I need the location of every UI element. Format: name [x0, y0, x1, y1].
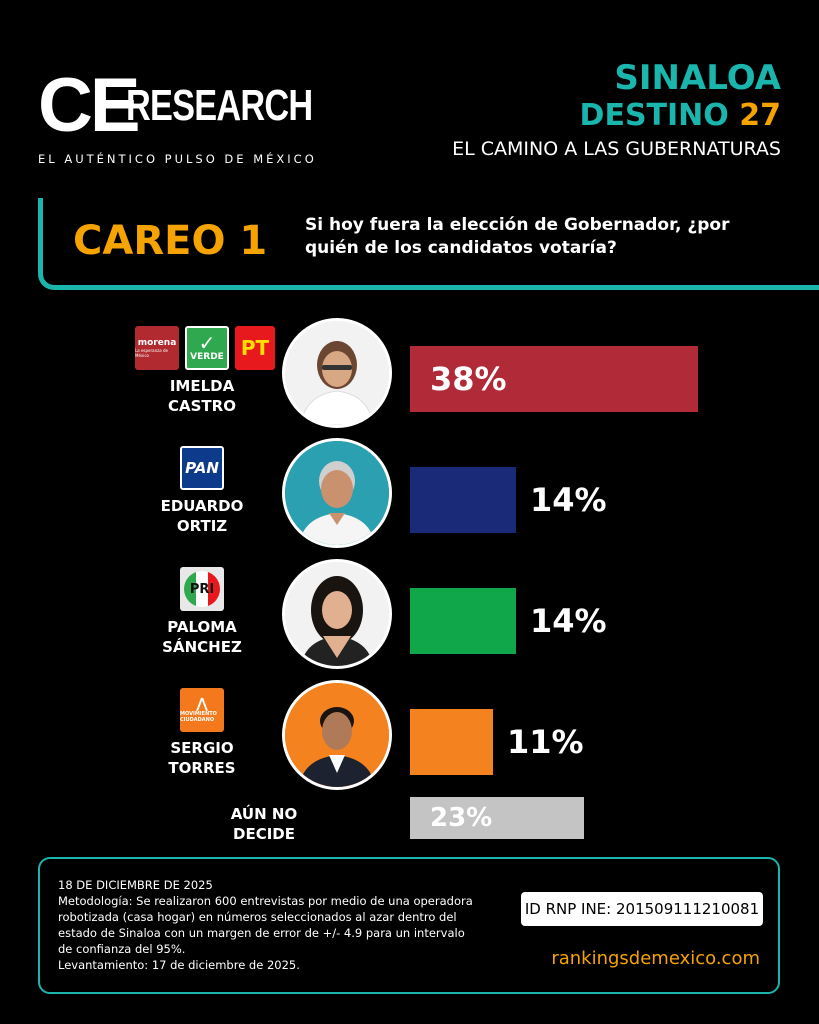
mc-logo-text: MOVIMIENTO CIUDADANO	[180, 711, 217, 723]
rnp-id-badge: ID RNP INE: 201509111210081	[521, 892, 763, 926]
candidate-name: PALOMA SÁNCHEZ	[150, 617, 254, 657]
eagle-icon: ⋀	[196, 696, 208, 712]
morena-logo-small-text: La esperanza de México	[135, 348, 168, 358]
bar-eduardo-ortiz	[410, 467, 516, 533]
logo-research-text: RESEARCH	[126, 81, 313, 130]
methodology-footer: 18 DE DICIEMBRE DE 2025 Metodología: Se …	[38, 857, 780, 994]
candidate-portrait-icon	[285, 683, 389, 787]
careo-label: CAREO 1	[73, 218, 268, 264]
candidate-row-4: ⋀ MOVIMIENTO CIUDADANO SERGIO TORRES	[0, 680, 819, 790]
party-logos-pri: PRI	[180, 567, 224, 611]
candidate-photo	[282, 559, 392, 669]
methodology-description: Metodología: Se realizaron 600 entrevist…	[58, 894, 473, 956]
bar-sergio-torres	[410, 709, 493, 775]
morena-logo: morena La esperanza de México	[135, 326, 179, 370]
pan-logo: PAN	[180, 446, 224, 490]
candidate-name-line1: SERGIO	[170, 739, 234, 757]
pan-logo-text: PAN	[185, 459, 219, 477]
pt-logo: PT	[235, 326, 275, 370]
verde-logo-text: VERDE	[190, 352, 224, 362]
header-subtitle: EL CAMINO A LAS GUBERNATURAS	[452, 138, 781, 160]
logo-ce-text: CE	[38, 63, 141, 148]
candidate-name-line1: IMELDA	[169, 377, 235, 395]
mc-logo: ⋀ MOVIMIENTO CIUDADANO	[180, 688, 224, 732]
header-title-state: SINALOA	[614, 58, 781, 98]
fieldwork-date: Levantamiento: 17 de diciembre de 2025.	[58, 958, 300, 972]
methodology-text: 18 DE DICIEMBRE DE 2025 Metodología: Se …	[58, 877, 478, 973]
candidate-portrait-icon	[285, 441, 389, 545]
candidate-row-2: PAN EDUARDO ORTIZ	[0, 438, 819, 548]
logo-tagline: EL AUTÉNTICO PULSO DE MÉXICO	[38, 152, 317, 166]
pri-logo-text: PRI	[184, 571, 220, 607]
header-titles: SINALOA DESTINO 27 EL CAMINO A LAS GUBER…	[452, 58, 781, 162]
party-logos-pan: PAN	[180, 446, 224, 490]
candidate-photo	[282, 680, 392, 790]
verde-check-icon: ✓	[198, 331, 216, 355]
candidate-photo	[282, 318, 392, 428]
candidate-name-line2: SÁNCHEZ	[162, 638, 242, 656]
party-logos-coalition: morena La esperanza de México ✓ VERDE PT	[135, 326, 275, 370]
candidate-photo	[282, 438, 392, 548]
candidate-portrait-icon	[285, 321, 389, 425]
bar-value-eduardo-ortiz: 14%	[530, 481, 607, 519]
bar-value-undecided: 23%	[430, 803, 493, 833]
undecided-label-line2: DECIDE	[233, 825, 295, 843]
candidate-name-line2: CASTRO	[168, 397, 236, 415]
bar-imelda-castro	[410, 346, 698, 412]
candidate-name-line2: TORRES	[168, 759, 236, 777]
candidate-name-line1: PALOMA	[167, 618, 237, 636]
pri-logo: PRI	[180, 567, 224, 611]
ce-research-logo: CE RESEARCH EL AUTÉNTICO PULSO DE MÉXICO	[38, 68, 318, 168]
candidate-name: IMELDA CASTRO	[150, 376, 254, 416]
bar-value-imelda-castro: 38%	[430, 360, 507, 398]
header-title-destino: DESTINO 27	[452, 98, 781, 134]
bar-undecided	[410, 797, 584, 839]
website-link[interactable]: rankingsdemexico.com	[551, 948, 760, 969]
pt-logo-text: PT	[240, 336, 270, 360]
candidate-name-line2: ORTIZ	[176, 517, 228, 535]
candidate-name-line1: EDUARDO	[160, 497, 244, 515]
bar-paloma-sanchez	[410, 588, 516, 654]
candidate-row-3: PRI PALOMA SÁNCHEZ	[0, 559, 819, 669]
candidate-portrait-icon	[285, 562, 389, 666]
verde-logo: ✓ VERDE	[185, 326, 229, 370]
party-logos-mc: ⋀ MOVIMIENTO CIUDADANO	[180, 688, 224, 732]
bar-value-paloma-sanchez: 14%	[530, 602, 607, 640]
undecided-label-line1: AÚN NO	[230, 805, 298, 823]
candidate-name: SERGIO TORRES	[150, 738, 254, 778]
header-destino-number: 27	[739, 98, 781, 133]
morena-logo-text: morena	[137, 338, 177, 348]
undecided-label: AÚN NO DECIDE	[214, 804, 314, 844]
bar-value-sergio-torres: 11%	[507, 723, 584, 761]
careo-question: Si hoy fuera la elección de Gobernador, …	[305, 215, 730, 258]
careo-banner: CAREO 1 Si hoy fuera la elección de Gobe…	[38, 198, 819, 290]
survey-date: 18 DE DICIEMBRE DE 2025	[58, 878, 213, 892]
candidate-name: EDUARDO ORTIZ	[150, 496, 254, 536]
header-destino-text: DESTINO	[579, 98, 729, 133]
candidate-row-1: morena La esperanza de México ✓ VERDE PT…	[0, 318, 819, 428]
